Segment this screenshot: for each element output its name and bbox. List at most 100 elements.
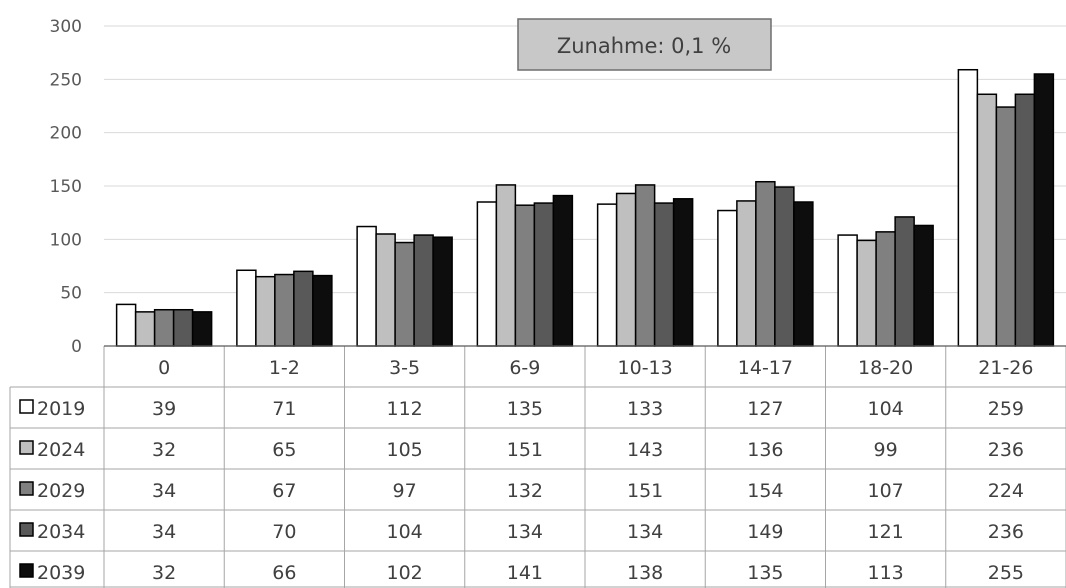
legend-swatch (19, 440, 34, 455)
bar-2024-1-2 (255, 275, 276, 347)
bar-2029-6-9 (514, 204, 536, 347)
data-label: 136 (747, 439, 783, 461)
data-label: 32 (152, 439, 176, 461)
legend-label: 2024 (37, 439, 85, 461)
data-label: 113 (867, 562, 903, 584)
bar-2039-18-20 (913, 224, 934, 347)
legend-swatch (19, 481, 34, 496)
bar-2034-14-17 (774, 186, 795, 347)
data-label: 134 (627, 521, 663, 543)
bar-2039-6-9 (552, 194, 574, 347)
bar-2024-0 (134, 311, 156, 347)
data-label: 151 (507, 439, 543, 461)
data-label: 70 (272, 521, 296, 543)
legend-swatch (19, 399, 34, 414)
bar-2019-3-5 (356, 225, 377, 347)
y-tick-label: 200 (50, 124, 82, 144)
legend-label: 2019 (37, 398, 85, 420)
bar-2019-21-26 (957, 68, 979, 347)
bar-2039-0 (191, 311, 213, 347)
bar-2039-3-5 (432, 236, 453, 347)
data-label: 71 (272, 398, 296, 420)
bar-2039-21-26 (1033, 73, 1055, 347)
data-label: 34 (152, 521, 176, 543)
bar-2034-3-5 (413, 234, 434, 347)
bar-2039-14-17 (793, 201, 814, 347)
x-tick-label: 3-5 (389, 357, 420, 379)
bar-2039-1-2 (312, 274, 333, 347)
data-label: 107 (867, 480, 903, 502)
bar-2034-18-20 (894, 216, 915, 347)
data-label: 154 (747, 480, 783, 502)
data-label: 135 (747, 562, 783, 584)
data-label: 66 (272, 562, 296, 584)
data-label: 132 (507, 480, 543, 502)
x-tick-label: 14-17 (738, 357, 793, 379)
bar-2024-10-13 (615, 192, 637, 347)
bar-2029-18-20 (875, 231, 896, 347)
x-tick-label: 18-20 (858, 357, 913, 379)
data-label: 104 (386, 521, 422, 543)
bar-2024-14-17 (736, 200, 757, 347)
y-axis: 0 50 100 150 200 250 300 (50, 17, 82, 357)
data-label: 149 (747, 521, 783, 543)
data-label: 135 (507, 398, 543, 420)
data-label: 143 (627, 439, 663, 461)
y-tick-label: 300 (50, 17, 82, 37)
data-table: 0 1-2 3-5 6-9 10-13 14-17 18-20 21-26 2019 39 71 11… (9, 345, 1066, 588)
bar-2019-1-2 (236, 269, 257, 347)
bar-2019-0 (115, 303, 137, 347)
data-label: 105 (386, 439, 422, 461)
data-label: 112 (386, 398, 422, 420)
data-label: 67 (272, 480, 296, 502)
bar-2019-14-17 (717, 209, 738, 347)
annotation-background (517, 18, 772, 71)
y-tick-label: 150 (50, 177, 82, 197)
data-label: 151 (627, 480, 663, 502)
bar-2024-6-9 (495, 184, 517, 347)
annotation-box: Zunahme: 0,1 % (517, 18, 772, 71)
bar-2034-1-2 (293, 270, 314, 347)
legend-label: 2029 (37, 480, 85, 502)
bar-2029-0 (153, 308, 175, 347)
data-label: 104 (867, 398, 903, 420)
x-tick-label: 1-2 (269, 357, 300, 379)
bar-2034-6-9 (533, 202, 555, 347)
bar-2034-21-26 (1014, 93, 1036, 347)
bar-2024-21-26 (976, 93, 998, 347)
data-label: 32 (152, 562, 176, 584)
data-label: 236 (988, 439, 1024, 461)
data-label: 259 (988, 398, 1024, 420)
bar-2029-1-2 (274, 273, 295, 347)
data-label: 99 (874, 439, 898, 461)
data-label: 138 (627, 562, 663, 584)
bar-2034-0 (172, 308, 194, 347)
data-label: 65 (272, 439, 296, 461)
data-label: 133 (627, 398, 663, 420)
y-tick-label: 50 (60, 284, 82, 304)
y-tick-label: 100 (50, 230, 82, 250)
bar-2019-6-9 (476, 201, 498, 347)
data-label: 134 (507, 521, 543, 543)
y-tick-label: 0 (71, 337, 82, 357)
bar-2034-10-13 (653, 202, 675, 347)
legend-swatch (19, 563, 34, 578)
bars (115, 68, 1055, 347)
data-label: 141 (507, 562, 543, 584)
data-label: 39 (152, 398, 176, 420)
legend-label: 2039 (37, 562, 85, 584)
annotation-text: Zunahme: 0,1 % (557, 34, 731, 58)
data-label: 121 (867, 521, 903, 543)
x-tick-label: 6-9 (509, 357, 540, 379)
bar-2019-10-13 (596, 203, 618, 347)
bar-2024-3-5 (375, 233, 396, 347)
data-label: 127 (747, 398, 783, 420)
legend-swatch (19, 522, 34, 537)
y-tick-label: 250 (50, 70, 82, 90)
data-label: 97 (393, 480, 417, 502)
bar-2029-21-26 (995, 106, 1017, 347)
bar-2029-10-13 (634, 184, 656, 347)
bar-2019-18-20 (837, 234, 858, 347)
bar-2029-3-5 (394, 241, 415, 347)
